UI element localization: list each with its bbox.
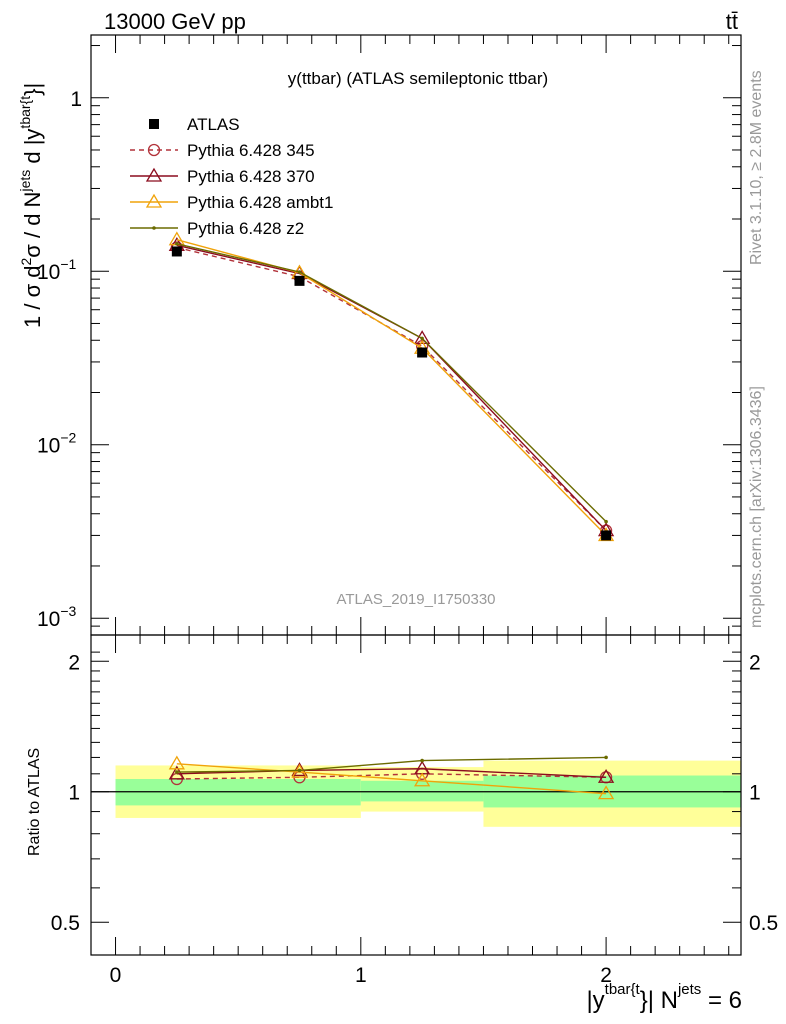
ratio-2-point-0 — [168, 755, 185, 770]
atlas-data-point-1 — [294, 275, 305, 286]
ratio-tick-label-l-1: 1 — [68, 782, 80, 805]
ratio-3-point-0 — [175, 770, 179, 774]
axes — [90, 34, 742, 956]
rivet-version-label: Rivet 3.1.10, ≥ 2.8M events — [748, 70, 765, 265]
atlas-data-point-0 — [171, 246, 182, 257]
process-label: tt̄ — [726, 9, 738, 34]
ratio-plot-frame — [90, 634, 742, 956]
tick-labels: 0 1 2 1 10−1 10−2 10−3 2 2 1 1 0.5 0.5 — [37, 88, 778, 987]
series-1-point-2 — [414, 330, 431, 345]
ratio-1-point-3 — [597, 768, 615, 783]
legend-label-0: ATLAS — [187, 115, 240, 134]
ratio-plot-series — [168, 755, 615, 800]
series-line-2 — [176, 239, 607, 536]
ratio-tick-label-l-0: 2 — [68, 651, 80, 674]
y-tick-label-3: 10−3 — [37, 603, 77, 631]
atlas-data-point-2 — [417, 347, 428, 358]
legend-marker-2 — [145, 167, 163, 182]
legend-label-3: Pythia 6.428 ambt1 — [187, 193, 333, 212]
green-band-1 — [360, 780, 484, 802]
ratio-uncertainty-bands — [91, 760, 741, 827]
x-tick-label-2: 2 — [600, 964, 612, 987]
series-3-point-1 — [297, 270, 302, 274]
x-tick-label-0: 0 — [110, 964, 122, 987]
legend-label-1: Pythia 6.428 345 — [187, 141, 315, 160]
x-axis-title: |ytbar{t}| Njets = 6 — [586, 981, 742, 1014]
ratio-1-point-1 — [291, 762, 308, 777]
legend-label-2: Pythia 6.428 370 — [187, 167, 315, 186]
legend: ATLAS Pythia 6.428 345 Pythia 6.428 370 Pyt… — [130, 115, 333, 238]
ratio-2-point-2 — [414, 772, 431, 787]
legend-label-4: Pythia 6.428 z2 — [187, 219, 304, 238]
ratio-line-1 — [176, 768, 607, 778]
series-3-point-3 — [604, 519, 608, 524]
ratio-line-0 — [176, 773, 607, 780]
legend-marker-0 — [149, 119, 159, 129]
ratio-3-point-3 — [604, 755, 608, 760]
ratio-1-point-0 — [168, 765, 185, 780]
main-plot-series — [168, 231, 615, 542]
ratio-y-axis-title: Ratio to ATLAS — [26, 748, 43, 856]
legend-marker-1 — [147, 143, 161, 157]
ratio-line-2 — [176, 763, 607, 795]
y-axis-title: 1 / σ d2σ / d Njets d |ytbar{t}| — [17, 83, 45, 328]
ratio-line-3 — [176, 756, 607, 773]
ratio-3-point-1 — [297, 768, 302, 773]
series-3-point-0 — [175, 241, 179, 246]
legend-marker-3 — [145, 193, 163, 208]
analysis-label: ATLAS_2019_I1750330 — [336, 591, 495, 608]
series-line-1 — [176, 244, 607, 532]
ratio-tick-label-l-2: 0.5 — [51, 912, 80, 935]
y-tick-label-1: 10−1 — [37, 256, 77, 284]
x-tick-label-1: 1 — [355, 964, 367, 987]
ratio-tick-label-r-0: 2 — [749, 651, 761, 674]
ratio-tick-label-r-1: 1 — [749, 782, 761, 805]
ratio-3-point-2 — [420, 758, 424, 763]
series-line-0 — [176, 246, 607, 532]
plot-title: y(ttbar) (ATLAS semileptonic ttbar) — [288, 69, 548, 88]
ratio-tick-label-r-2: 0.5 — [749, 912, 778, 935]
energy-label: 13000 GeV pp — [104, 9, 246, 34]
atlas-data-point-3 — [601, 530, 612, 541]
series-3-point-2 — [420, 336, 424, 341]
y-tick-label-0: 1 — [70, 88, 82, 111]
series-line-3 — [176, 243, 607, 523]
legend-marker-4 — [152, 226, 156, 230]
y-tick-label-2: 10−2 — [37, 430, 77, 458]
mcplots-label: mcplots.cern.ch [arXiv:1306.3436] — [748, 386, 765, 628]
ratio-2-point-3 — [597, 785, 615, 800]
